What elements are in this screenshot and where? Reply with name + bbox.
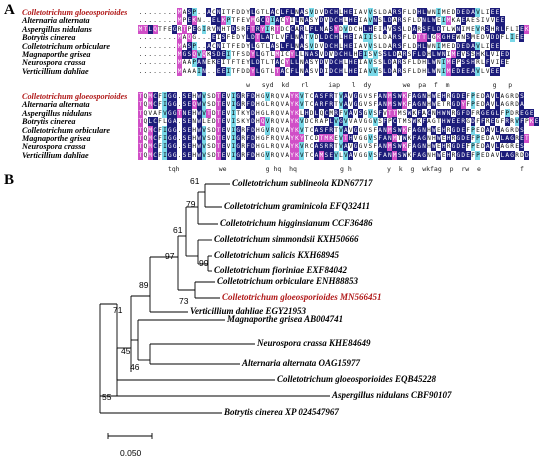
sequence-residues: ........MGSQVQKSDEITFSDYLGTLMICYLLNASVDV… [138,50,510,59]
bootstrap-value: 89 [139,280,149,290]
alignment-row: Alternaria alternata TQMCFIGG.SEQWVSDTEVI… [22,100,546,110]
alignment-row: Aspergillus nidulans MTLQTFEGRTPEGIRVNHTD… [22,24,546,34]
taxon-label: Colletotrichum simmondsii KXH50666 [214,234,359,244]
taxon-label: Colletotrichum fioriniae EXF84042 [214,265,348,275]
taxon-label: Verticillium dahliae EGY21953 [190,306,307,316]
bootstrap-value: 99 [199,258,209,268]
alignment-block-1: Colletotrichum gloeosporioides ........MA… [22,8,546,90]
sequence-residues: ........MPEKN..ELKPTFEVMGCQIACYILNASYDVD… [138,16,505,26]
sequence-residues: ........MASP..ACNITFDDYLGTLACLFLNASVDVDC… [138,8,500,17]
alignment-row: Botrytis cinerea TQLCFLGA.SENWLEDTEVISKYD… [22,117,546,127]
sequence-name: Neurospora crassa [22,58,86,68]
sequence-residues: TQMCFIGG.SEHWVSDTEVIGRFDHGVRQVAYKVTCAMSE… [138,150,530,160]
bootstrap-value: 71 [113,305,123,315]
sequence-residues: ........MASP..ACNITFEDYLGTLASLFLNASVDVDC… [138,41,500,51]
alignment-row: Magnaporthe grisea TQMCFIGG.SEHWVSDTEVIGR… [22,134,546,143]
alignment-row: Verticillium dahliae ........MAAAIN..EEIT… [22,66,546,76]
sequence-residues: TQVAFVGGTNEHWVTDTEVITKYDHGLRQVAYKLHDLQCM… [138,108,535,118]
bootstrap-value: 45 [121,346,131,356]
alignment-row: Colletotrichum orbiculare TQMCFIGG.SEHWVS… [22,125,546,135]
panel-a-label: A [4,2,15,18]
bootstrap-value: 61 [173,225,183,235]
taxon-label: Colletotrichum sublineola KDN67717 [232,178,373,188]
sequence-residues: TQMCFIGG.SEHWVSDTEVIGRFDHGVRQVAYKVTCASFR… [138,125,525,135]
bootstrap-value: 55 [102,392,112,402]
sequence-name: Alternaria alternata [22,100,90,110]
bootstrap-value: 79 [186,199,196,209]
alignment-row: Colletotrichum gloeosporioides TQMCFIGG.S… [22,92,546,101]
alignment-row: Verticillium dahliae TQMCFIGG.SEHWVSDTEVI… [22,150,546,160]
sequence-name: Botrytis cinerea [22,117,76,127]
alignment-block-2: Colletotrichum gloeosporioides TQMCFIGG.S… [22,92,546,174]
taxon-label: Colletotrichum salicis KXH68945 [214,250,340,260]
taxon-label: Colletotrichum orbiculare ENH88853 [217,276,359,286]
sequence-residues: TQLCFLGA.SENWLEDTEVISKYDHQVRQVAYKVDCRAPL… [138,117,540,127]
taxon-label-highlighted: Colletotrichum gloeosporioides MN566451 [222,292,382,302]
sequence-residues: TQMCFIGG.SEHWVSDTEVIGRFDHGFRQVAYKYTCDTMK… [138,134,530,143]
sequence-name: Neurospora crassa [22,142,86,152]
alignment-row: Colletotrichum gloeosporioides ........MA… [22,8,546,17]
alignment-row: Botrytis cinerea ........MAQG...EISFEDYLD… [22,33,546,43]
sequence-name: Aspergillus nidulans [22,24,92,34]
bootstrap-value: 46 [130,362,140,372]
taxon-label: Colletotrichum gloeosporioides EQB45228 [277,374,437,384]
alignment-row: Magnaporthe grisea ........MGSQVQKSDEITFS… [22,50,546,59]
consensus-line-1: w syd kd rl iap l dy we pa f m g p [160,81,513,89]
sequence-name: Aspergillus nidulans [22,108,92,118]
alignment-row: Neurospora crassa TQMCFIGG.SEHWVSDTEVIGRF… [22,142,546,152]
sequence-residues: TQMCFIGG.SEHWVSDTEVIGRFDHGLRQVAYKVRCASRR… [138,142,525,152]
bootstrap-value: 97 [165,251,175,261]
sequence-name: Colletotrichum gloeosporioides [22,8,128,17]
sequence-residues: MTLQTFEGRTPEGIRVNHTDSRFTRYIRTDCCARLFLNAS… [138,24,530,34]
taxon-label: Aspergillus nidulans CBF90107 [332,390,452,400]
bootstrap-value: 61 [190,176,200,186]
sequence-residues: TQMCFIGG.SEQWVSDTEVIGRFDHGLRQVAYKVTCARFR… [138,100,525,110]
taxon-label: Neurospora crassa KHE84649 [257,338,371,348]
sequence-name: Magnaporthe grisea [22,50,91,59]
sequence-name: Magnaporthe grisea [22,134,91,143]
taxon-label: Botrytis cinerea XP 024547967 [224,407,339,417]
sequence-residues: ........MAAAIN..EEITFDDYLGTLTACFLNASVDID… [138,66,500,76]
alignment-row: Aspergillus nidulans TQVAFVGGTNEHWVTDTEVI… [22,108,546,118]
alignment-row: Alternaria alternata ........MPEKN..ELKPT… [22,16,546,26]
sequence-name: Verticillium dahliae [22,150,89,160]
taxon-label: Alternaria alternata OAG15977 [242,358,361,368]
sequence-name: Verticillium dahliae [22,66,89,76]
scale-bar-label: 0.050 [120,448,142,458]
taxon-label: Colletotrichum higginsianum CCF36486 [220,218,373,228]
sequence-name: Botrytis cinerea [22,33,76,43]
taxon-label: Colletotrichum graminicola EFQ32411 [224,201,371,211]
sequence-name: Colletotrichum gloeosporioides [22,92,128,101]
bootstrap-value: 73 [179,296,189,306]
sequence-name: Alternaria alternata [22,16,90,26]
alignment-row: Colletotrichum orbiculare ........MASP..A… [22,41,546,51]
taxon-label: Magnaporthe grisea AB004741 [227,314,344,324]
sequence-residues: ........MAQG...EISFEDYLDTLATLVFLNATVDLDC… [138,33,525,43]
sequence-name: Colletotrichum orbiculare [22,41,111,51]
panel-b-label: B [4,172,15,188]
alignment-row: Neurospora crassa ........MAAPANEKEITFTEY… [22,58,546,68]
sequence-name: Colletotrichum orbiculare [22,125,111,135]
consensus-line-2: tqh we g hq hq g h y k g wkfag p rw e f [160,165,524,173]
sequence-residues: ........MAAPANEKEITFTEYLDTLTACYLLNASYDVD… [138,58,510,68]
sequence-residues: TQMCFIGG.SEHWVSDTEVIGRFDHGVRQVAYKVTCASFR… [138,92,525,101]
